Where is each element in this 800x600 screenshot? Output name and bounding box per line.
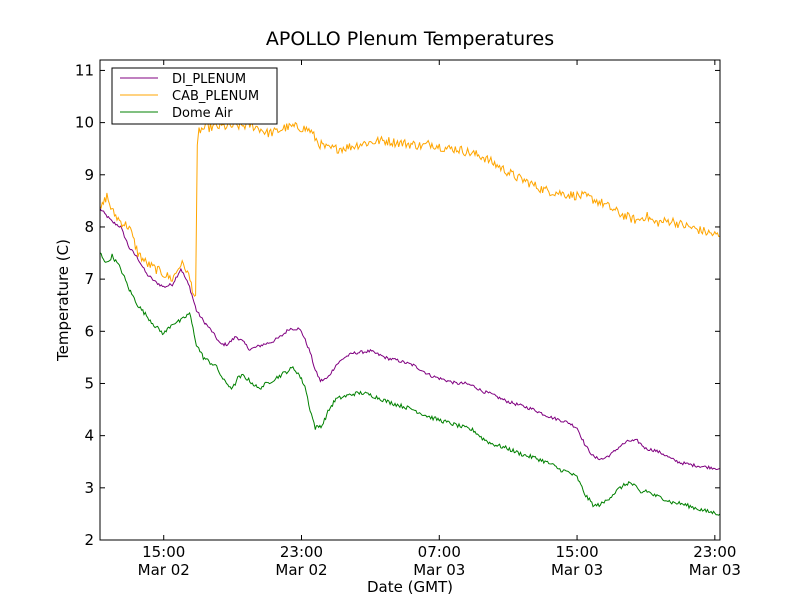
y-axis: 2 3 4 5 6 7 8 9 10 11 (75, 61, 720, 549)
legend-label: CAB_PLENUM (172, 89, 259, 104)
y-tick-label: 7 (84, 270, 94, 288)
x-tick-label-time: 23:00 (280, 543, 323, 561)
x-tick-label-date: Mar 02 (138, 561, 190, 579)
legend-label: DI_PLENUM (172, 72, 246, 87)
x-tick-label-time: 15:00 (142, 543, 185, 561)
y-tick-label: 3 (84, 479, 94, 497)
series-line-di-plenum (99, 207, 721, 471)
y-tick-label: 5 (84, 374, 94, 392)
x-axis-label: Date (GMT) (367, 578, 453, 596)
plot-area (99, 59, 721, 541)
y-tick-label: 11 (75, 61, 94, 79)
y-tick-label: 2 (84, 531, 94, 549)
y-tick-label: 6 (84, 322, 94, 340)
plot-frame (99, 59, 721, 541)
y-tick-label: 10 (75, 114, 94, 132)
x-tick-label-time: 15:00 (555, 543, 598, 561)
chart-title: APOLLO Plenum Temperatures (266, 28, 554, 50)
y-tick-label: 8 (84, 218, 94, 236)
legend: DI_PLENUM CAB_PLENUM Dome Air (111, 67, 278, 125)
y-tick-label: 4 (84, 427, 94, 445)
x-tick-label-date: Mar 02 (275, 561, 327, 579)
series-layer (99, 119, 721, 516)
x-tick-label-time: 07:00 (418, 543, 461, 561)
legend-label: Dome Air (172, 106, 233, 121)
x-tick-label-time: 23:00 (693, 543, 736, 561)
y-tick-label: 9 (84, 166, 94, 184)
legend-box (111, 67, 278, 125)
series-line-dome-air (99, 252, 721, 516)
y-axis-label: Temperature (C) (54, 239, 72, 362)
x-tick-label-date: Mar 03 (689, 561, 741, 579)
x-tick-label-date: Mar 03 (551, 561, 603, 579)
series-line-cab-plenum (99, 119, 721, 297)
x-tick-label-date: Mar 03 (413, 561, 465, 579)
